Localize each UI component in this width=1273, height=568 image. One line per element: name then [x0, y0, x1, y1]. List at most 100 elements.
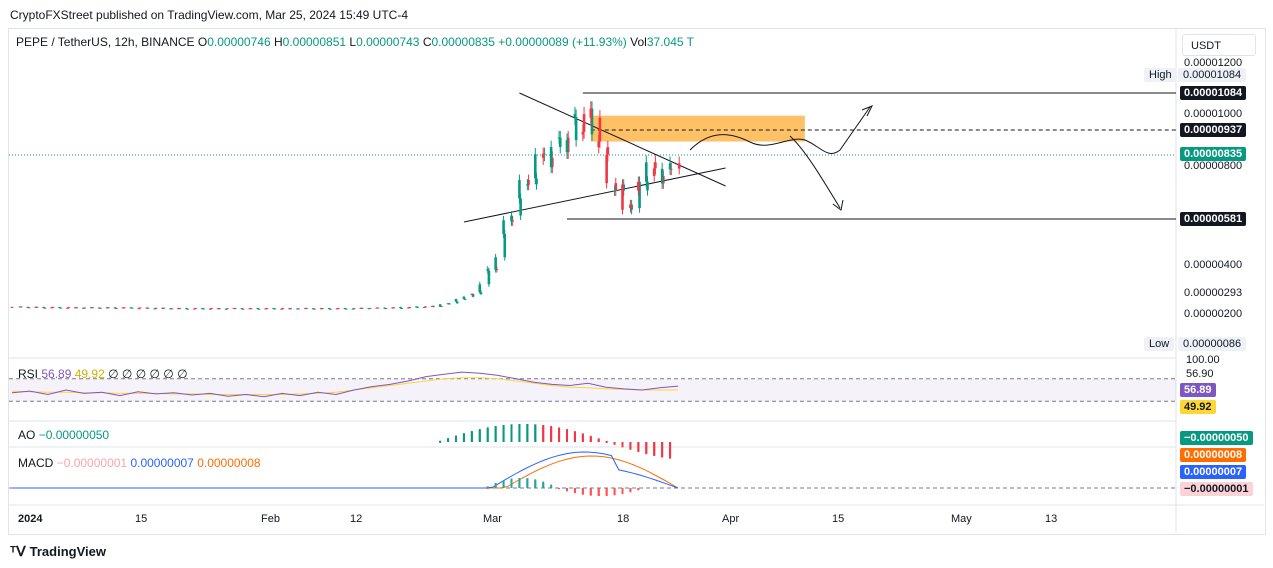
candle-body	[463, 298, 467, 300]
rsi-axis-top: 100.00	[1186, 354, 1220, 366]
candle-body	[272, 308, 275, 310]
candle-body	[34, 306, 38, 308]
price-tick: 0.00000200	[1184, 308, 1243, 320]
candle-body	[438, 304, 442, 307]
tradingview-logo-icon: ᵀᐯ	[10, 543, 26, 559]
candle-body	[424, 306, 427, 308]
close-value: 0.00000835	[431, 35, 495, 49]
candle-body	[478, 284, 482, 293]
time-tick: 15	[832, 513, 845, 525]
bullish-forecast-arrowhead	[861, 105, 874, 117]
ao-bar	[653, 442, 656, 456]
ao-bar	[605, 442, 608, 443]
candle-body	[527, 180, 530, 185]
candle-body	[597, 141, 601, 148]
candle-body	[558, 137, 562, 147]
candle-body	[145, 307, 149, 309]
candle-body	[352, 308, 356, 310]
candle-body	[10, 306, 14, 308]
candle-body	[161, 307, 164, 309]
rsi-extra: ∅	[121, 367, 133, 381]
ao-bar	[542, 425, 545, 442]
currency-button[interactable]: USDT	[1182, 34, 1256, 56]
ao-bar	[470, 430, 473, 442]
candle-body	[533, 154, 537, 179]
candle-body	[415, 306, 418, 308]
candle-body	[26, 306, 30, 308]
macd-line	[12, 451, 679, 489]
ao-bar	[605, 440, 608, 442]
candle-body	[240, 308, 244, 310]
macd-histogram-bar	[637, 488, 640, 490]
support-price-tag: 0.00000581	[1180, 212, 1247, 226]
tradingview-logo[interactable]: ᵀᐯ TradingView	[10, 543, 106, 560]
candle-body	[589, 108, 593, 118]
orderblock-price-tag: 0.00000937	[1180, 123, 1247, 137]
ao-bar	[526, 424, 529, 442]
candle-body	[407, 307, 410, 309]
high-value: 0.00000851	[282, 35, 347, 49]
macd-histogram-bar	[605, 488, 608, 496]
candle-body	[66, 307, 69, 309]
candle-body	[637, 181, 640, 191]
macd-histogram-bar	[581, 488, 584, 495]
candle-body	[582, 114, 586, 132]
bullish-forecast-path	[689, 106, 871, 154]
ao-bar	[597, 439, 600, 442]
publisher-line: CryptoFXStreet published on TradingView.…	[10, 8, 408, 22]
symbol-title[interactable]: PEPE / TetherUS, 12h, BINANCE	[16, 35, 195, 49]
candle-body	[621, 184, 624, 210]
candle-body	[208, 308, 212, 310]
ao-value-tag: −0.00000050	[1180, 431, 1253, 445]
ao-bar	[502, 424, 505, 442]
time-tick: 18	[617, 513, 630, 525]
macd-histogram-bar	[526, 478, 529, 488]
ao-bar	[661, 442, 664, 458]
ao-bar	[669, 442, 672, 459]
macd-legend: MACD −0.00000001 0.00000007 0.00000008	[18, 456, 261, 470]
candle-body	[177, 308, 180, 310]
ao-label: AO	[18, 428, 36, 442]
candle-body	[329, 308, 332, 310]
macd-histogram-bar	[573, 488, 576, 494]
candle-body	[518, 180, 521, 199]
bearish-forecast-arrowhead	[832, 199, 844, 211]
time-tick: Apr	[722, 513, 740, 525]
macd-histogram-bar	[589, 488, 592, 496]
ao-bar	[439, 442, 442, 443]
time-tick: May	[951, 513, 972, 525]
candle-body	[565, 140, 569, 153]
candle-body	[646, 181, 649, 191]
candle-body	[42, 306, 46, 308]
candle-body	[422, 307, 426, 309]
candle-body	[574, 117, 578, 141]
ao-bar	[550, 426, 553, 442]
candle-body	[629, 204, 632, 209]
candle-body	[486, 269, 490, 271]
low-value: 0.00000743	[356, 35, 420, 49]
candle-body	[264, 308, 268, 310]
open-label: O	[197, 35, 208, 49]
candle-body	[677, 163, 681, 169]
candle-body	[446, 303, 450, 305]
candle-body	[359, 307, 363, 309]
ao-bar	[566, 430, 568, 442]
time-tick: 15	[135, 513, 148, 525]
ao-bar	[621, 442, 624, 448]
time-tick: 12	[350, 513, 363, 525]
candle-body	[541, 153, 545, 158]
rsi-ma-value: 49.92	[74, 367, 105, 381]
rsi-extra: ∅	[177, 367, 188, 381]
rsi-line	[11, 371, 679, 398]
macd-line-value: 0.00000007	[130, 456, 194, 470]
ascending-trendline	[463, 167, 726, 223]
candle-body	[154, 307, 158, 309]
high-label: H	[273, 35, 283, 49]
candle-body	[351, 308, 355, 310]
candle-body	[654, 162, 657, 169]
candle-body	[455, 301, 459, 304]
candle-body	[241, 308, 245, 310]
candle-body	[113, 307, 117, 309]
resistance-price-tag: 0.00001084	[1180, 86, 1247, 100]
